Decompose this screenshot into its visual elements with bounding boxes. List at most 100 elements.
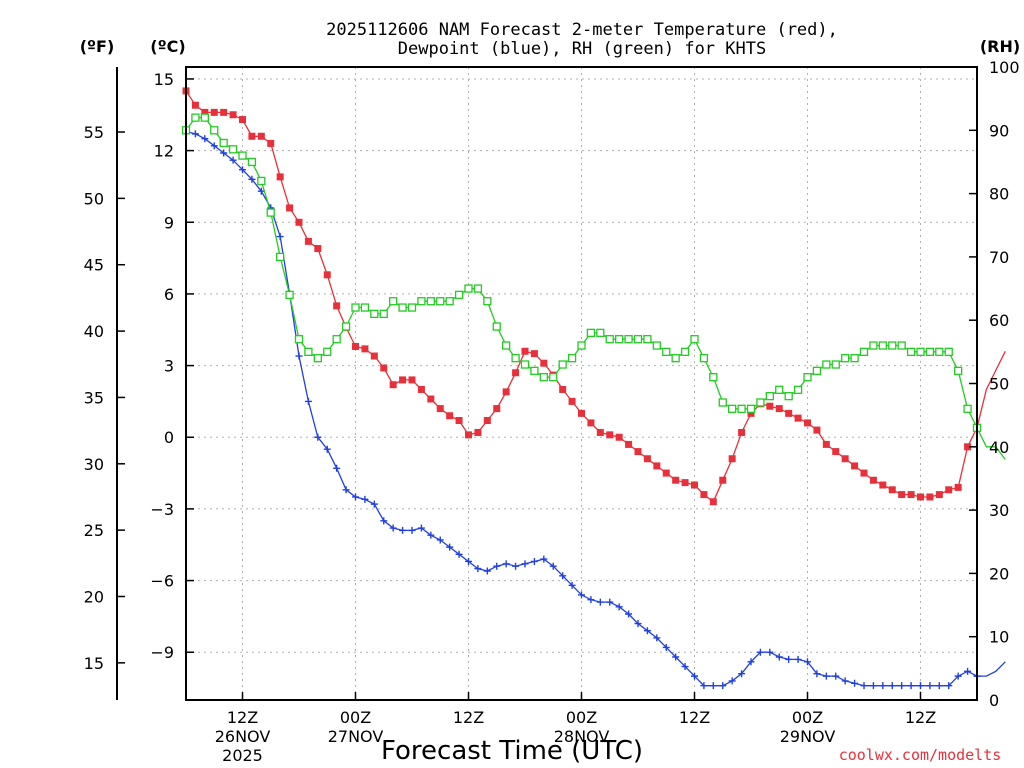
temperature-point xyxy=(229,111,237,119)
temperature-point xyxy=(380,364,388,372)
temperature-point xyxy=(822,440,830,448)
dewpoint-line xyxy=(185,130,1006,687)
dewpoint-point xyxy=(756,648,764,656)
dewpoint-point xyxy=(408,526,416,534)
rh-point xyxy=(294,335,304,344)
rh-point xyxy=(549,373,558,382)
temperature-point xyxy=(370,352,378,360)
fahrenheit-tick-label: 50 xyxy=(84,189,104,208)
chart-title-line2: Dewpoint (blue), RH (green) for KHTS xyxy=(398,39,766,59)
time-tick-label: 12Z xyxy=(679,708,710,727)
chart-title-line1: 2025112606 NAM Forecast 2-meter Temperat… xyxy=(326,20,838,40)
rh-point xyxy=(492,322,501,331)
fahrenheit-tick-label: 30 xyxy=(84,455,104,474)
dewpoint-point xyxy=(917,682,924,690)
dewpoint-point xyxy=(653,634,661,642)
rh-tick-label: 20 xyxy=(989,564,1009,583)
dewpoint-point xyxy=(935,682,943,690)
temperature-point xyxy=(276,173,284,181)
temperature-point xyxy=(399,376,407,384)
rh-point xyxy=(530,366,539,375)
temperature-point xyxy=(917,493,924,501)
temperature-point xyxy=(493,405,501,413)
dewpoint-point xyxy=(352,493,359,501)
dewpoint-point xyxy=(540,555,548,563)
temperature-point xyxy=(248,132,256,140)
dewpoint-point xyxy=(832,672,840,680)
temperature-point xyxy=(408,376,416,384)
fahrenheit-tick-label: 20 xyxy=(84,587,104,606)
temperature-point xyxy=(314,245,322,253)
temperature-point xyxy=(634,448,642,456)
date-tick-label: 26NOV xyxy=(215,727,271,746)
temperature-point xyxy=(352,342,359,350)
dewpoint-point xyxy=(417,524,425,532)
temperature-point xyxy=(446,412,454,420)
temperature-point xyxy=(907,491,915,499)
dewpoint-point xyxy=(201,135,209,143)
temperature-point xyxy=(794,414,802,422)
temperature-point xyxy=(747,409,755,417)
rh-tick-label: 60 xyxy=(989,311,1009,330)
dewpoint-point xyxy=(691,672,698,680)
temperature-point xyxy=(964,443,972,451)
date-tick-label: 28NOV xyxy=(554,727,610,746)
dewpoint-point xyxy=(709,682,717,690)
rh-point xyxy=(332,335,341,344)
x-axis-title: Forecast Time (UTC) xyxy=(381,736,643,766)
rh-point xyxy=(633,335,643,344)
dewpoint-point xyxy=(210,142,218,150)
dewpoint-point xyxy=(474,565,482,573)
rh-point xyxy=(803,373,812,382)
rh-tick-label: 90 xyxy=(989,121,1009,140)
year-tick-label: 2025 xyxy=(222,746,263,765)
rh-point xyxy=(577,341,586,350)
dewpoint-point xyxy=(860,682,868,690)
rh-point xyxy=(841,354,850,363)
temperature-point xyxy=(417,385,425,393)
rh-point xyxy=(558,360,567,369)
rh-tick-label: 0 xyxy=(989,691,999,710)
rh-point xyxy=(341,322,351,331)
rh-point xyxy=(473,284,483,293)
temperature-point xyxy=(719,476,727,484)
rh-point xyxy=(784,392,793,401)
dewpoint-point xyxy=(841,677,849,685)
rh-point xyxy=(285,290,294,300)
rh-point xyxy=(191,113,200,122)
dewpoint-point xyxy=(596,598,604,606)
temperature-point xyxy=(455,417,463,425)
temperature-point xyxy=(286,204,294,212)
rh-point xyxy=(699,354,709,363)
rh-point xyxy=(859,347,869,357)
temperature-point xyxy=(926,493,934,501)
dewpoint-point xyxy=(530,557,538,565)
dewpoint-point xyxy=(342,486,350,494)
rh-point xyxy=(906,347,916,357)
celsius-tick-label: 15 xyxy=(154,70,174,89)
celsius-tick-label: 9 xyxy=(164,213,174,232)
dewpoint-point xyxy=(606,598,614,606)
dewpoint-point xyxy=(643,627,651,635)
rh-point xyxy=(831,360,840,369)
dewpoint-point xyxy=(389,524,397,532)
rh-point xyxy=(502,341,511,350)
temperature-point xyxy=(775,405,783,413)
dewpoint-point xyxy=(578,591,585,599)
series-layer xyxy=(181,87,1006,690)
temperature-point xyxy=(191,101,199,109)
temperature-point xyxy=(295,218,303,226)
rh-tick-label: 70 xyxy=(989,248,1009,267)
temperature-line xyxy=(185,90,1006,503)
dewpoint-point xyxy=(239,166,246,174)
dewpoint-point xyxy=(220,149,228,157)
axis-ticks: 15129630−3−6−955504540353025201510090807… xyxy=(84,58,1020,765)
dewpoint-point xyxy=(766,648,774,656)
fahrenheit-axis-label: (ºF) xyxy=(80,37,115,56)
dewpoint-point xyxy=(380,517,388,525)
rh-point xyxy=(888,341,897,350)
temperature-point xyxy=(935,491,943,499)
rh-tick-label: 80 xyxy=(989,185,1009,204)
rh-point xyxy=(850,354,859,363)
temperature-point xyxy=(512,369,520,377)
